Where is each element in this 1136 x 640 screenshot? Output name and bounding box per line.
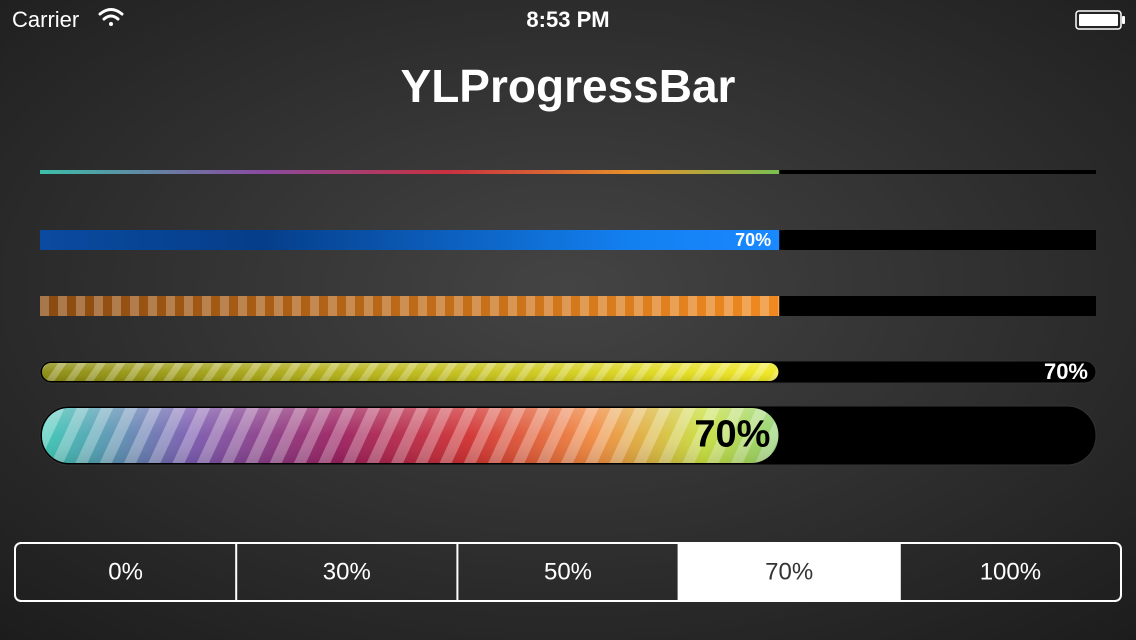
segment-label[interactable]: 0% bbox=[108, 558, 143, 585]
progress-fill bbox=[40, 170, 780, 174]
segment[interactable]: 30% bbox=[236, 543, 457, 601]
progress-bar: 70% bbox=[39, 405, 1097, 466]
progress-label: 70% bbox=[735, 230, 771, 250]
title: YLProgressBar bbox=[401, 60, 736, 112]
progress-gloss bbox=[42, 408, 779, 463]
wifi-icon bbox=[98, 8, 124, 26]
segmented-control-border bbox=[14, 542, 1122, 602]
progress-bar bbox=[40, 170, 1096, 174]
segment[interactable]: 70% bbox=[678, 543, 900, 601]
progress-gloss bbox=[42, 363, 779, 381]
time: 8:53 PM bbox=[526, 7, 609, 32]
battery-icon bbox=[1075, 10, 1125, 30]
segment-background bbox=[678, 543, 900, 601]
segment[interactable]: 0% bbox=[15, 543, 236, 601]
segment-label[interactable]: 100% bbox=[980, 558, 1041, 585]
segment-label[interactable]: 50% bbox=[544, 558, 592, 585]
progress-label: 70% bbox=[694, 414, 770, 456]
progress-label: 70% bbox=[1044, 359, 1088, 384]
segmented-control: 0% 30% 50% 70% 100% bbox=[14, 542, 1122, 602]
segment-label[interactable]: 70% bbox=[765, 558, 813, 585]
progress-stripes bbox=[40, 296, 780, 316]
segment[interactable]: 100% bbox=[900, 543, 1121, 601]
progress-fill bbox=[40, 230, 780, 250]
carrier: Carrier bbox=[12, 7, 79, 32]
progress-bar bbox=[40, 296, 1096, 316]
progress-bar: 70% bbox=[39, 359, 1097, 384]
progress-bar: 70% bbox=[40, 230, 1096, 250]
segment-label[interactable]: 30% bbox=[323, 558, 371, 585]
segment[interactable]: 50% bbox=[457, 543, 678, 601]
